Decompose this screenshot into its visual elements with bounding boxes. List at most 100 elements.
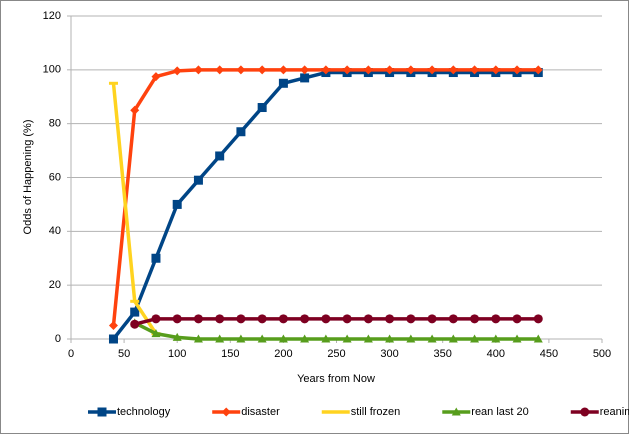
y-tick-label: 100 xyxy=(43,64,61,76)
marker xyxy=(448,65,458,75)
marker xyxy=(406,334,416,343)
marker xyxy=(151,329,161,338)
legend-marker xyxy=(97,407,107,417)
marker xyxy=(108,321,118,331)
marker xyxy=(215,151,225,161)
marker xyxy=(130,105,140,115)
x-tick-label: 250 xyxy=(327,348,345,360)
x-tick-label: 500 xyxy=(593,348,611,360)
legend-marker xyxy=(331,410,341,414)
marker xyxy=(278,78,288,88)
marker xyxy=(342,65,352,75)
x-tick-label: 200 xyxy=(274,348,292,360)
x-tick-label: 100 xyxy=(168,348,186,360)
marker xyxy=(512,334,522,343)
marker xyxy=(130,307,140,317)
x-tick-label: 50 xyxy=(118,348,130,360)
marker xyxy=(342,334,352,343)
legend-label: disaster xyxy=(241,406,280,418)
marker xyxy=(151,72,161,82)
legend-label: technology xyxy=(117,406,171,418)
marker xyxy=(215,65,225,75)
marker xyxy=(385,334,395,343)
marker xyxy=(172,332,182,341)
x-tick-label: 400 xyxy=(487,348,505,360)
marker xyxy=(491,334,501,343)
y-tick-label: 20 xyxy=(49,279,61,291)
marker xyxy=(342,314,352,324)
marker xyxy=(278,334,288,343)
marker xyxy=(470,65,480,75)
marker xyxy=(491,65,501,75)
marker xyxy=(236,334,246,343)
marker xyxy=(448,314,458,324)
legend-marker xyxy=(451,407,461,416)
y-tick-label: 0 xyxy=(55,333,61,345)
marker xyxy=(385,314,395,324)
x-tick-label: 0 xyxy=(68,348,74,360)
x-tick-label: 300 xyxy=(380,348,398,360)
marker xyxy=(257,334,267,343)
marker xyxy=(130,319,140,329)
marker xyxy=(448,334,458,343)
legend-marker xyxy=(221,407,231,417)
y-tick-label: 60 xyxy=(49,171,61,183)
y-tick-label: 80 xyxy=(49,118,61,130)
marker xyxy=(321,65,331,75)
marker xyxy=(278,65,288,75)
legend-label: still frozen xyxy=(351,406,401,418)
marker xyxy=(321,334,331,343)
x-axis-title: Years from Now xyxy=(297,373,375,385)
marker xyxy=(385,65,395,75)
marker xyxy=(257,314,267,324)
marker xyxy=(193,175,203,185)
marker xyxy=(151,314,161,324)
marker xyxy=(363,334,373,343)
marker xyxy=(470,334,480,343)
marker xyxy=(215,314,225,324)
y-tick-label: 120 xyxy=(43,10,61,22)
marker xyxy=(278,314,288,324)
marker xyxy=(257,65,267,75)
marker xyxy=(130,299,140,303)
marker xyxy=(193,65,203,75)
marker xyxy=(300,334,310,343)
y-tick-label: 40 xyxy=(49,225,61,237)
legend-marker xyxy=(580,407,590,417)
legend-label: rean last 20 xyxy=(471,406,528,418)
marker xyxy=(108,334,118,344)
marker xyxy=(193,334,203,343)
marker xyxy=(300,65,310,75)
marker xyxy=(215,334,225,343)
x-tick-label: 150 xyxy=(221,348,239,360)
x-tick-label: 450 xyxy=(540,348,558,360)
marker xyxy=(321,314,331,324)
marker xyxy=(406,314,416,324)
x-tick-label: 350 xyxy=(434,348,452,360)
marker xyxy=(533,334,543,343)
marker xyxy=(427,314,437,324)
marker xyxy=(363,314,373,324)
marker xyxy=(108,81,118,85)
marker xyxy=(236,65,246,75)
marker xyxy=(300,314,310,324)
marker xyxy=(300,73,310,83)
marker xyxy=(533,314,543,324)
marker xyxy=(512,314,522,324)
series-line xyxy=(133,321,539,341)
legend-label: reanimated xyxy=(600,406,629,418)
marker xyxy=(193,314,203,324)
y-axis-title: Odds of Happening (%) xyxy=(22,120,34,235)
marker xyxy=(151,253,161,263)
marker xyxy=(172,314,182,324)
marker xyxy=(533,65,543,75)
marker xyxy=(470,314,480,324)
marker xyxy=(512,65,522,75)
marker xyxy=(257,103,267,113)
marker xyxy=(236,127,246,137)
marker xyxy=(236,314,246,324)
marker xyxy=(406,65,416,75)
marker xyxy=(427,65,437,75)
